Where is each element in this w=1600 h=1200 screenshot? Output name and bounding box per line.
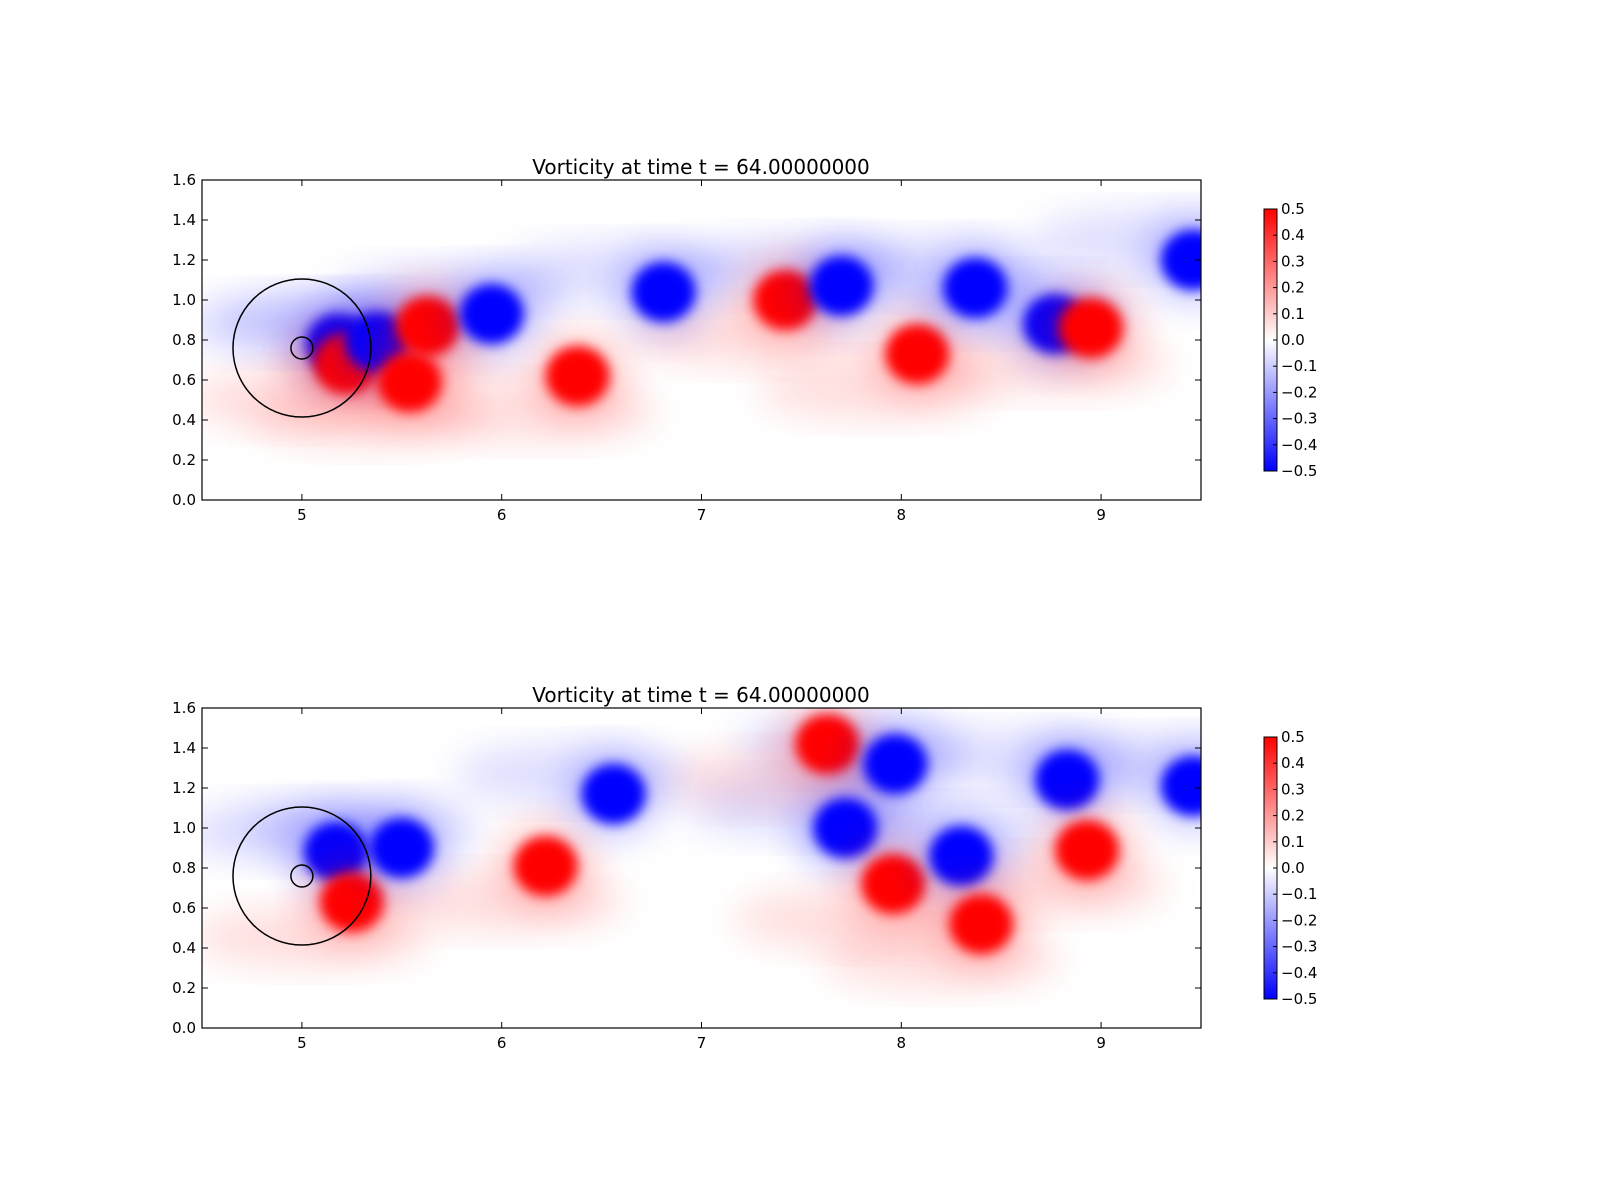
y-tick-label: 0.2 [172,451,196,469]
colorbar-tick-label: 0.5 [1281,200,1305,218]
positive-vortex [377,352,442,412]
heatmap-field [202,708,1201,1028]
x-tick-label: 8 [897,506,907,524]
colorbar-tick-label: 0.3 [1281,252,1305,270]
y-tick-label: 1.0 [172,291,196,309]
y-tick-label: 0.8 [172,331,196,349]
y-tick-label: 0.6 [172,371,196,389]
y-tick-label: 1.2 [172,251,196,269]
positive-vortex [513,836,578,896]
colorbar-tick-label: 0.5 [1281,728,1305,746]
x-tick-label: 5 [297,1034,307,1052]
x-tick-label: 9 [1096,506,1106,524]
plot-title: Vorticity at time t = 64.00000000 [532,683,870,707]
x-tick-label: 7 [697,506,707,524]
colorbar: 0.5 0.4 0.3 0.2 0.1 0.0 −0.1 −0.2 −0.3 −0.4 −0.5 [1263,200,1317,480]
negative-vortex [369,818,434,878]
colorbar-tick-label: −0.1 [1281,885,1317,903]
colorbar-tick-label: −0.5 [1281,462,1317,480]
negative-vortex [581,764,646,824]
y-tick-label: 0.0 [172,1019,196,1037]
y-tick-label: 1.4 [172,211,196,229]
negative-vortex [1161,230,1201,290]
colorbar-tick-label: −0.2 [1281,383,1317,401]
y-tick-label: 0.0 [172,491,196,509]
colorbar-tick-label: 0.2 [1281,807,1305,825]
y-axis: 0.0 0.2 0.4 0.6 0.8 1.0 1.2 1.4 1.6 [172,699,1201,1037]
negative-vortex [813,798,878,858]
positive-vortex [795,714,860,774]
plot-title: Vorticity at time t = 64.00000000 [532,155,870,179]
y-tick-label: 1.2 [172,779,196,797]
positive-vortex [885,324,950,384]
y-tick-label: 1.6 [172,699,196,717]
x-tick-label: 6 [497,506,507,524]
x-axis: 5 6 7 8 9 [297,708,1106,1052]
x-tick-label: 6 [497,1034,507,1052]
negative-vortex [809,256,874,316]
y-axis: 0.0 0.2 0.4 0.6 0.8 1.0 1.2 1.4 1.6 [172,171,1201,509]
colorbar-tick-label: 0.2 [1281,279,1305,297]
colorbar-tick-label: 0.1 [1281,305,1305,323]
y-tick-label: 0.2 [172,979,196,997]
colorbar-tick-label: −0.3 [1281,410,1317,428]
colorbar-tick-label: 0.4 [1281,226,1305,244]
colorbar-tick-label: 0.1 [1281,833,1305,851]
y-tick-label: 0.4 [172,939,196,957]
outer-circle [232,278,372,418]
colorbar-tick-label: −0.4 [1281,436,1317,454]
negative-vortex [943,258,1008,318]
cylinder-circles [232,806,372,946]
heatmap-field [202,180,1201,500]
positive-vortex [545,346,610,406]
colorbar-tick-label: 0.0 [1281,331,1305,349]
inner-circle [290,336,314,360]
x-tick-label: 9 [1096,1034,1106,1052]
negative-vortex [459,284,524,344]
colorbar-tick-label: −0.1 [1281,357,1317,375]
positive-vortex [1059,298,1124,358]
negative-vortex [631,262,696,322]
x-tick-label: 8 [897,1034,907,1052]
y-tick-label: 1.4 [172,739,196,757]
y-tick-label: 1.0 [172,819,196,837]
colorbar-tick-label: −0.3 [1281,938,1317,956]
colorbar-tick-label: 0.3 [1281,780,1305,798]
negative-vortex [1035,750,1100,810]
y-tick-label: 0.8 [172,859,196,877]
colorbar-tick-label: −0.5 [1281,990,1317,1008]
x-axis: 5 6 7 8 9 [297,180,1106,524]
colorbar-tick-label: 0.4 [1281,754,1305,772]
inner-circle [290,864,314,888]
positive-vortex [319,872,384,932]
y-tick-label: 0.6 [172,899,196,917]
y-tick-label: 1.6 [172,171,196,189]
negative-vortex [929,826,994,886]
x-tick-label: 7 [697,1034,707,1052]
colorbar-tick-label: −0.4 [1281,964,1317,982]
colorbar: 0.5 0.4 0.3 0.2 0.1 0.0 −0.1 −0.2 −0.3 −0.4 −0.5 [1263,728,1317,1008]
positive-vortex [861,854,926,914]
colorbar-tick-label: −0.2 [1281,911,1317,929]
x-tick-label: 5 [297,506,307,524]
negative-vortex [1161,756,1201,816]
positive-vortex [1055,820,1120,880]
colorbar-tick-label: 0.0 [1281,859,1305,877]
positive-vortex [949,894,1014,954]
outer-circle [232,806,372,946]
y-tick-label: 0.4 [172,411,196,429]
cylinder-circles [232,278,372,418]
negative-vortex [863,734,928,794]
